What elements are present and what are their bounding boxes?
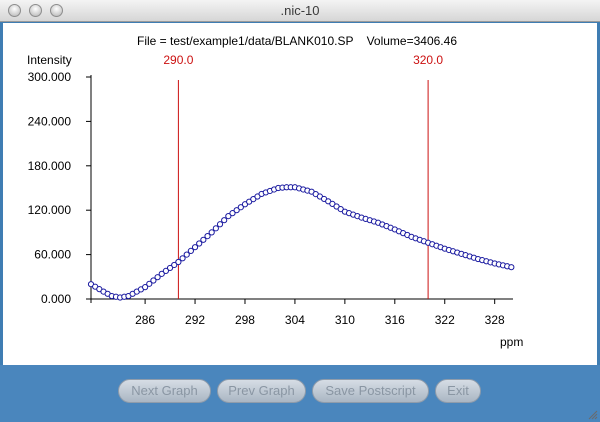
data-point	[196, 240, 203, 247]
plot-area: File = test/example1/data/BLANK010.SP Vo…	[3, 23, 597, 365]
data-point	[212, 225, 219, 232]
minimize-window-icon[interactable]	[29, 4, 42, 17]
x-tick-label: 292	[185, 313, 205, 327]
data-point	[208, 229, 215, 236]
intensity-chart: File = test/example1/data/BLANK010.SP Vo…	[27, 34, 523, 349]
y-tick-label: 240.000	[28, 114, 72, 128]
next-graph-button[interactable]: Next Graph	[118, 379, 211, 403]
data-point	[142, 284, 149, 291]
data-point	[154, 274, 161, 281]
resize-grip-icon[interactable]	[586, 408, 598, 420]
zoom-window-icon[interactable]	[50, 4, 63, 17]
data-point	[150, 277, 157, 284]
data-point	[191, 244, 199, 251]
data-point	[221, 217, 228, 224]
data-point	[225, 213, 232, 220]
data-point	[183, 251, 190, 258]
x-tick-label: 298	[235, 313, 255, 327]
marker-label: 320.0	[413, 53, 443, 67]
exit-button[interactable]: Exit	[435, 379, 481, 403]
x-tick-label: 304	[285, 313, 305, 327]
data-point	[179, 255, 186, 262]
prev-graph-button[interactable]: Prev Graph	[217, 379, 306, 403]
data-point	[204, 233, 211, 240]
x-axis-title: ppm	[500, 335, 523, 349]
y-tick-label: 180.000	[28, 159, 72, 173]
x-tick-label: 286	[135, 313, 155, 327]
y-axis-title: Intensity	[27, 53, 72, 67]
data-point	[162, 267, 170, 274]
data-point	[158, 270, 165, 277]
data-point	[216, 221, 224, 228]
data-point	[233, 207, 240, 214]
title-bar: .nic-10	[0, 0, 600, 22]
x-tick-label: 328	[485, 313, 505, 327]
data-point	[171, 261, 178, 269]
data-point	[229, 210, 236, 217]
data-point	[508, 264, 515, 271]
y-tick-label: 0.000	[41, 292, 71, 306]
x-tick-label: 316	[385, 313, 405, 327]
marker-label: 290.0	[163, 53, 193, 67]
data-point	[175, 258, 182, 266]
window-title: .nic-10	[280, 3, 320, 18]
data-point	[166, 264, 174, 272]
file-volume-label: File = test/example1/data/BLANK010.SP Vo…	[137, 34, 457, 48]
data-point	[237, 204, 244, 211]
y-tick-label: 120.000	[28, 203, 72, 217]
data-point	[146, 280, 153, 287]
save-postscript-button[interactable]: Save Postscript	[312, 379, 429, 403]
x-tick-label: 310	[335, 313, 355, 327]
data-point	[187, 247, 194, 254]
close-window-icon[interactable]	[8, 4, 21, 17]
y-tick-label: 300.000	[28, 70, 72, 84]
y-tick-label: 60.000	[34, 248, 71, 262]
data-point	[200, 236, 207, 243]
x-tick-label: 322	[435, 313, 455, 327]
